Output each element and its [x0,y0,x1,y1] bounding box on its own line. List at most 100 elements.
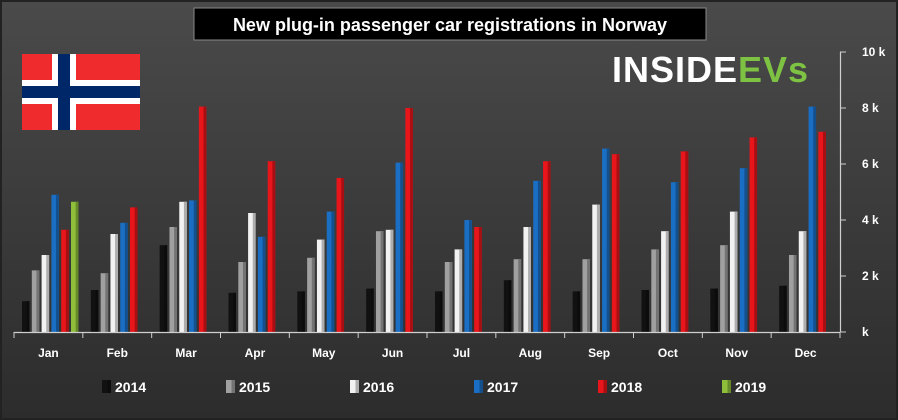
bar-shade-2015-Jun [381,231,384,332]
bar-shade-2017-Dec [813,107,816,332]
legend-swatch-shade-2018 [604,380,608,393]
bar-shade-2015-Nov [725,245,728,332]
bar-shade-2016-Jan [46,255,49,332]
bar-shade-2014-Feb [95,290,98,332]
bar-shade-2016-Jun [390,230,393,332]
bar-shade-2014-Dec [784,286,787,332]
norway-flag [22,54,140,130]
bar-shade-2018-Mar [204,107,207,332]
legend-label-2015: 2015 [239,379,270,395]
bar-shade-2017-Aug [538,181,541,332]
insideevs-logo: INSIDEEVs [612,49,809,90]
chart-title: New plug-in passenger car registrations … [233,15,667,35]
legend-label-2014: 2014 [115,379,146,395]
bar-shade-2014-Mar [164,245,167,332]
bar-shade-2018-Aug [548,161,551,332]
bar-shade-2015-Mar [174,227,177,332]
bar-shade-2015-Feb [105,273,108,332]
bar-shade-2018-Oct [685,151,688,332]
bar-shade-2016-Oct [666,231,669,332]
bar-shade-2015-Jul [449,262,452,332]
bar-shade-2015-Oct [656,249,659,332]
flag-blue-horizontal [22,86,140,98]
bar-shade-2017-Nov [744,168,747,332]
bar-shade-2017-Jun [400,163,403,332]
y-tick-label: 4 k [862,213,879,227]
bar-shade-2018-Apr [272,161,275,332]
x-tick-label-Nov: Nov [725,346,748,360]
bar-shade-2014-May [302,291,305,332]
x-tick-label-Mar: Mar [175,346,197,360]
legend-swatch-shade-2015 [232,380,236,393]
legend-label-2016: 2016 [363,379,394,395]
bar-shade-2017-Jul [469,220,472,332]
bar-shade-2016-Aug [528,227,531,332]
y-tick-label: k [862,325,869,339]
legend-swatch-shade-2016 [356,380,360,393]
bar-shade-2018-Nov [754,137,757,332]
bar-shade-2014-Jun [371,289,374,332]
legend-label-2018: 2018 [611,379,642,395]
bar-shade-2014-Oct [646,290,649,332]
chart-title-box: New plug-in passenger car registrations … [194,8,706,40]
x-tick-label-Feb: Feb [107,346,128,360]
logo-evs-text: EVs [738,49,809,90]
bar-shade-2015-Sep [587,259,590,332]
y-tick-label: 10 k [862,45,886,59]
x-tick-label-May: May [312,346,336,360]
bar-shade-2016-Nov [735,212,738,332]
bar-shade-2014-Jul [440,291,443,332]
legend-label-2019: 2019 [735,379,766,395]
bar-shade-2016-Jul [459,249,462,332]
bar-shade-2015-Apr [243,262,246,332]
bar-shade-2015-Dec [794,255,797,332]
x-tick-label-Sep: Sep [588,346,610,360]
svg-text:INSIDEEVs: INSIDEEVs [612,49,809,90]
bar-shade-2016-Mar [184,202,187,332]
bar-shade-2019-Jan [76,202,79,332]
bar-shade-2018-Dec [823,132,826,332]
bar-shade-2018-Jan [66,230,69,332]
bar-shade-2017-Jan [56,195,59,332]
legend-swatch-shade-2019 [728,380,732,393]
bar-shade-2016-Sep [597,205,600,332]
bar-shade-2016-Dec [803,231,806,332]
bar-shade-2015-Jan [36,270,39,332]
bar-shade-2017-Mar [194,200,197,332]
x-tick-label-Jul: Jul [453,346,470,360]
bar-shade-2018-Jun [410,108,413,332]
bar-shade-2018-Jul [479,227,482,332]
bar-shade-2014-Apr [233,293,236,332]
bar-shade-2017-Apr [263,237,266,332]
bar-shade-2016-May [322,240,325,332]
bar-shade-2017-Oct [676,182,679,332]
x-tick-label-Aug: Aug [519,346,542,360]
x-tick-label-Oct: Oct [658,346,678,360]
bar-shade-2017-Feb [125,223,128,332]
bar-shade-2014-Jan [27,301,30,332]
bar-shade-2017-May [331,212,334,332]
logo-inside-text: INSIDE [612,49,738,90]
legend-label-2017: 2017 [487,379,518,395]
bar-shade-2017-Sep [607,149,610,332]
x-tick-label-Dec: Dec [795,346,817,360]
bar-shade-2018-Feb [135,207,138,332]
y-tick-label: 6 k [862,157,879,171]
bar-shade-2014-Nov [715,289,718,332]
bar-shade-2015-May [312,258,315,332]
bar-shade-2018-Sep [617,154,620,332]
legend-swatch-shade-2017 [480,380,484,393]
bar-shade-2016-Feb [115,234,118,332]
bar-shade-2015-Aug [518,259,521,332]
bar-shade-2018-May [341,178,344,332]
x-tick-label-Apr: Apr [245,346,266,360]
x-tick-label-Jan: Jan [38,346,59,360]
legend-swatch-shade-2014 [108,380,112,393]
bar-shade-2016-Apr [253,213,256,332]
y-tick-label: 2 k [862,269,879,283]
bar-shade-2014-Sep [577,291,580,332]
y-tick-label: 8 k [862,101,879,115]
x-tick-label-Jun: Jun [382,346,403,360]
